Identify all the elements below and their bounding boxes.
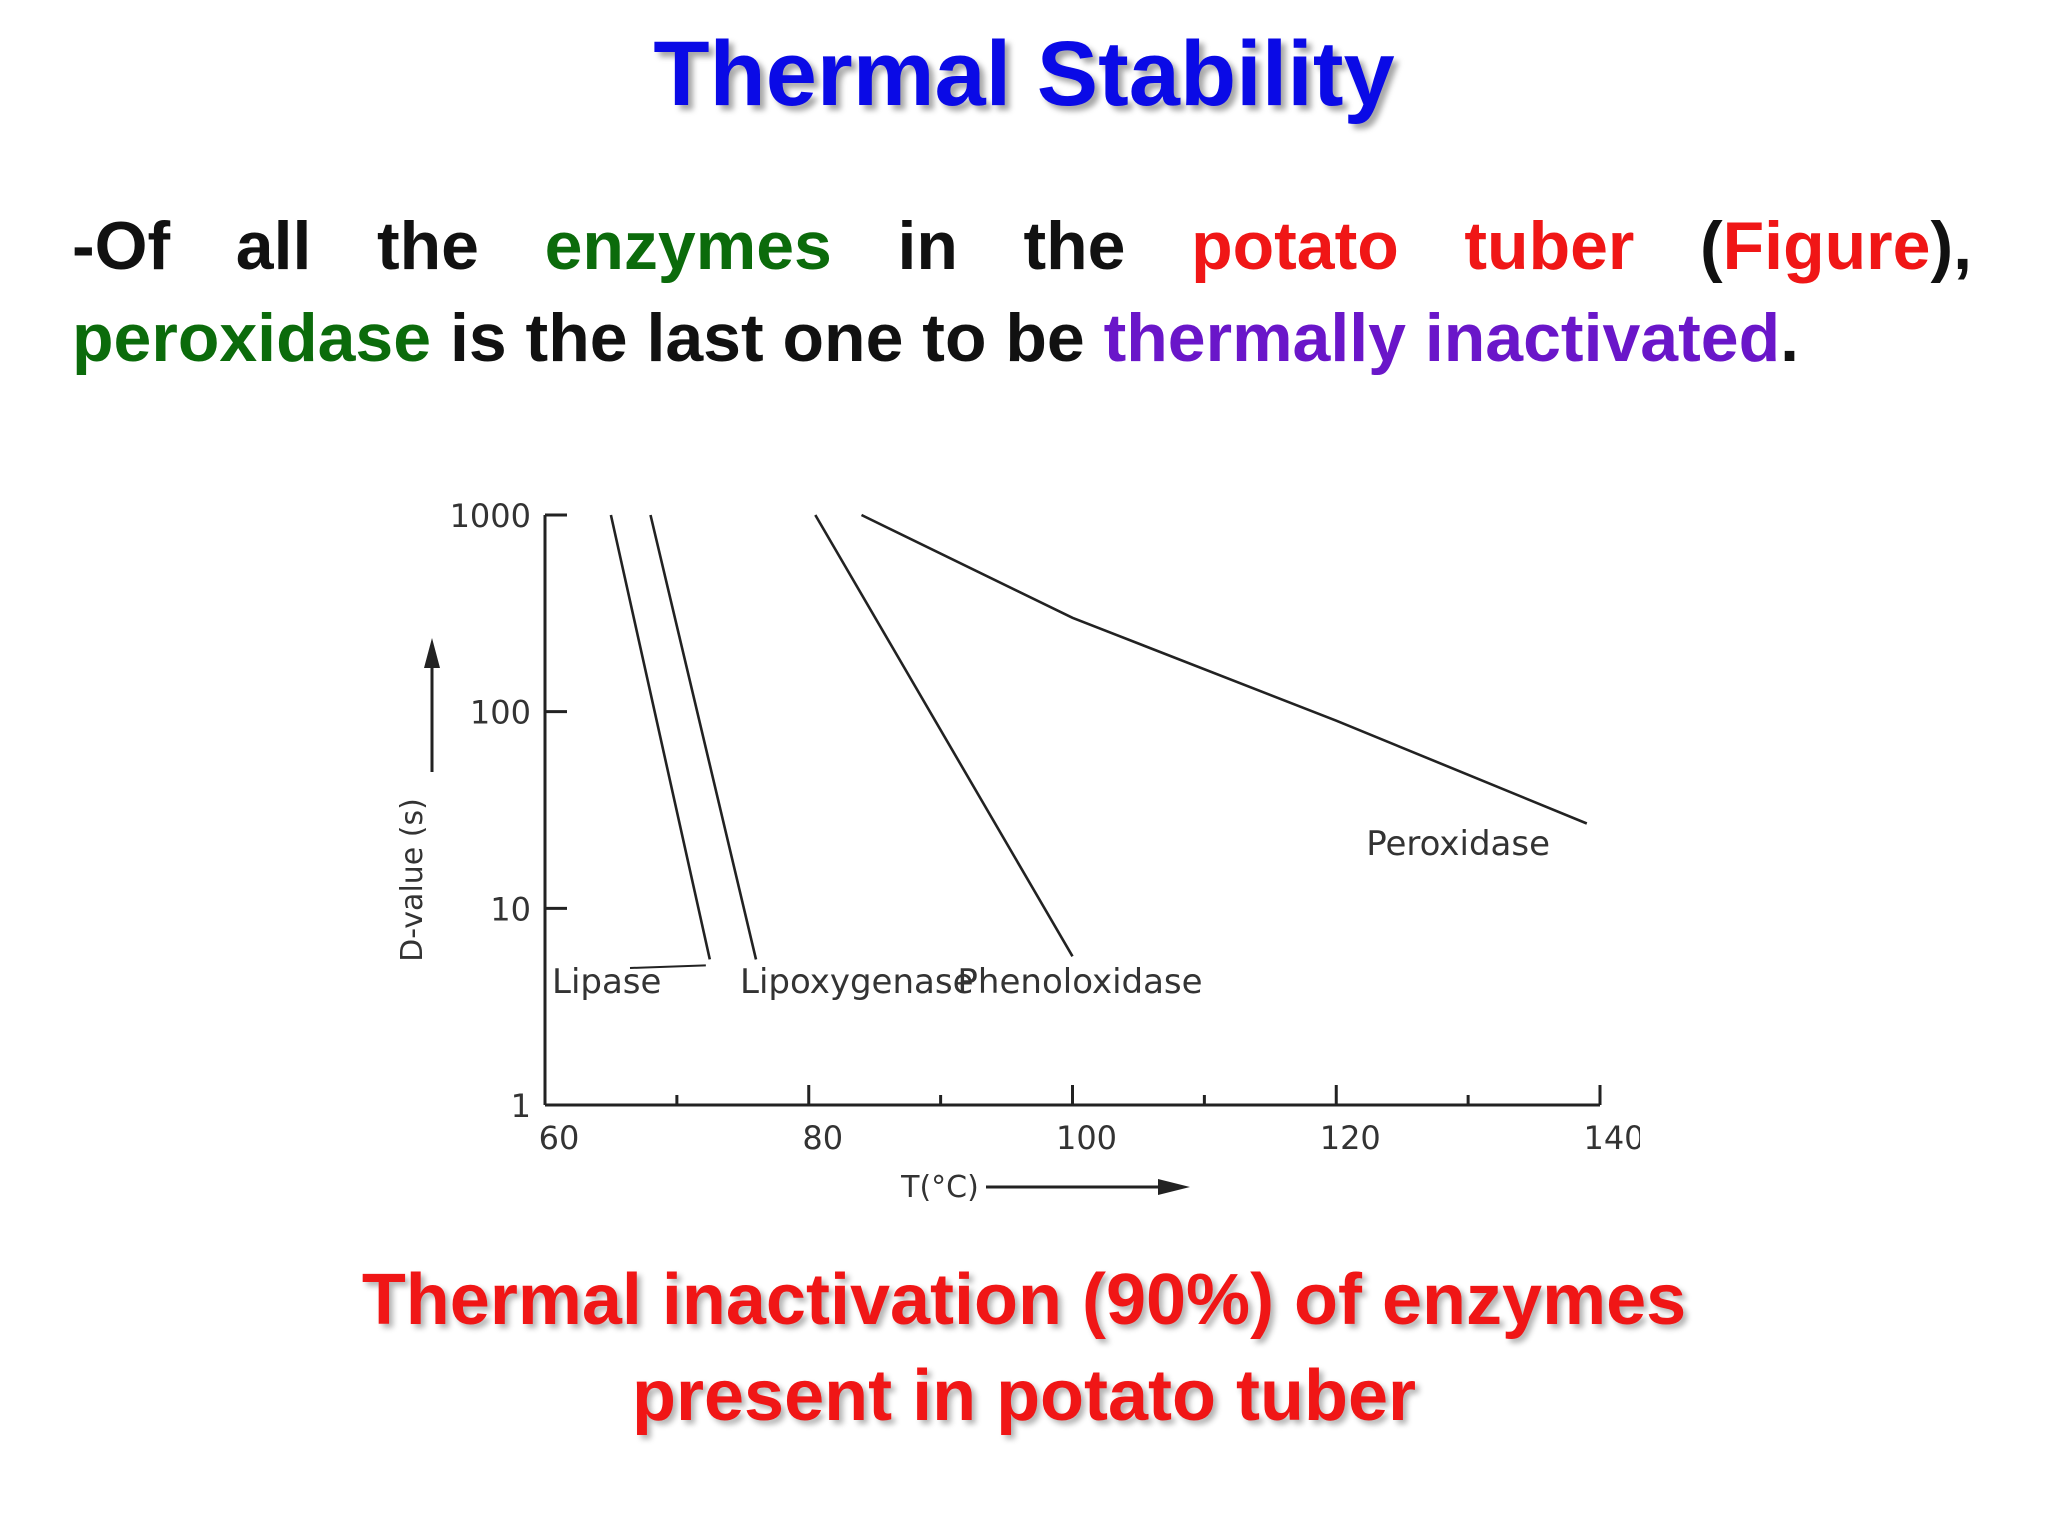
chart-container: 1 10 100 1000 60 80 100 120 140 T(°C) D-value (s) … [380,480,1645,1220]
intro-figure-ref: (Figure), [1700,200,1972,292]
y-tick-label: 1 [511,1087,531,1125]
x-axis-label: T(°C) [900,1170,979,1205]
intro-line-2: peroxidase is the last one to be thermal… [72,292,1972,384]
axes: 1 10 100 1000 60 80 100 120 140 T(°C) D-value (s) [395,497,1645,1205]
intro-word-tuber: tuber [1464,208,1635,284]
series-label-peroxidase: Peroxidase [1366,824,1550,864]
series-label-lipoxygenase: Lipoxygenase [740,962,973,1002]
figure-caption: Thermal inactivation (90%) of enzymes pr… [0,1252,2048,1444]
series-label-phenoloxidase: Phenoloxidase [957,962,1202,1002]
x-tick-label: 60 [539,1119,580,1157]
intro-word: the [1023,208,1126,284]
intro-word: -Of [72,208,171,284]
caption-line-2: present in potato tuber [631,1356,1417,1436]
intro-word-enzymes: enzymes [544,208,832,284]
intro-word: all [235,208,312,284]
intro-thermally-inactivated: thermally inactivated [1103,300,1781,376]
close-paren: ), [1930,208,1972,284]
series-line-lipoxygenase [649,514,758,960]
intro-text: -Of all the enzymes in the potato tuber … [72,200,1972,384]
y-tick-label: 100 [470,694,531,732]
series-lines [609,513,1588,960]
series-line-peroxidase [860,513,1588,825]
series-line-lipase [609,514,712,960]
y-axis-label: D-value (s) [395,798,430,962]
intro-word: in [897,208,958,284]
intro-middle-text: is the last one to be [431,300,1104,376]
series-line-phenoloxidase [814,514,1074,957]
x-tick-label: 80 [802,1119,843,1157]
intro-line-1: -Of all the enzymes in the potato tuber … [72,200,1972,292]
intro-word: the [376,208,479,284]
x-tick-label: 120 [1320,1119,1381,1157]
caption-line-1: Thermal inactivation (90%) of enzymes [361,1260,1687,1340]
intro-period: . [1780,300,1800,376]
y-tick-label: 1000 [450,497,531,535]
y-axis-arrowhead [424,638,440,668]
x-tick-label: 140 [1583,1119,1640,1157]
lipase-leader-line [629,964,706,969]
open-paren: ( [1699,208,1723,284]
x-axis-arrowhead [1158,1179,1190,1195]
intro-word-peroxidase: peroxidase [72,300,432,376]
x-tick-label: 100 [1056,1119,1117,1157]
y-tick-label: 10 [490,890,531,928]
slide-title: Thermal Stability [653,23,1395,125]
figure-word: Figure [1722,208,1931,284]
series-label-lipase: Lipase [552,962,661,1002]
intro-word-potato: potato [1191,208,1399,284]
